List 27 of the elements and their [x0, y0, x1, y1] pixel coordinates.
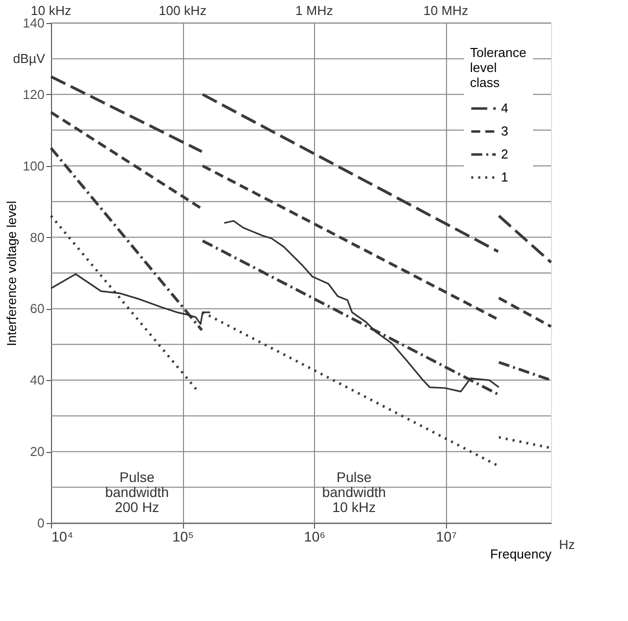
y-tick-label: 20 [30, 444, 44, 460]
x-axis-title: Frequency [490, 546, 552, 562]
y-tick-label: 100 [22, 158, 44, 174]
y-tick-label: 60 [30, 301, 44, 316]
annotation: Pulse bandwidth 200 Hz [105, 469, 169, 515]
x-tick-label: 10⁶ [304, 528, 326, 544]
legend-label: 1 [501, 170, 508, 184]
y-tick-label: 40 [30, 372, 44, 388]
text: 10 kHz [30, 3, 72, 18]
annotation: Pulse bandwidth 10 kHz [322, 469, 386, 515]
y-axis-title: Interference voltage level [4, 200, 19, 346]
x-tick-label: 10⁵ [172, 528, 194, 544]
text: 100 kHz [158, 3, 206, 18]
y-tick-label: 80 [30, 230, 44, 245]
legend-label: 4 [501, 100, 508, 116]
legend-label: 2 [501, 146, 508, 162]
x-tick-label: 10⁴ [52, 528, 74, 544]
y-tick-label: 140 [22, 16, 44, 30]
legend-label: 3 [501, 124, 508, 138]
text: 10 MHz [423, 3, 468, 18]
x-tick-label: 10⁷ [436, 528, 457, 544]
text: 1 MHz [295, 3, 333, 18]
text: Hz [559, 537, 575, 552]
y-tick-label: 0 [37, 516, 44, 530]
text: dBµV [12, 51, 46, 66]
y-tick-label: 120 [22, 86, 44, 102]
legend-title: Tolerance level class [470, 45, 526, 90]
